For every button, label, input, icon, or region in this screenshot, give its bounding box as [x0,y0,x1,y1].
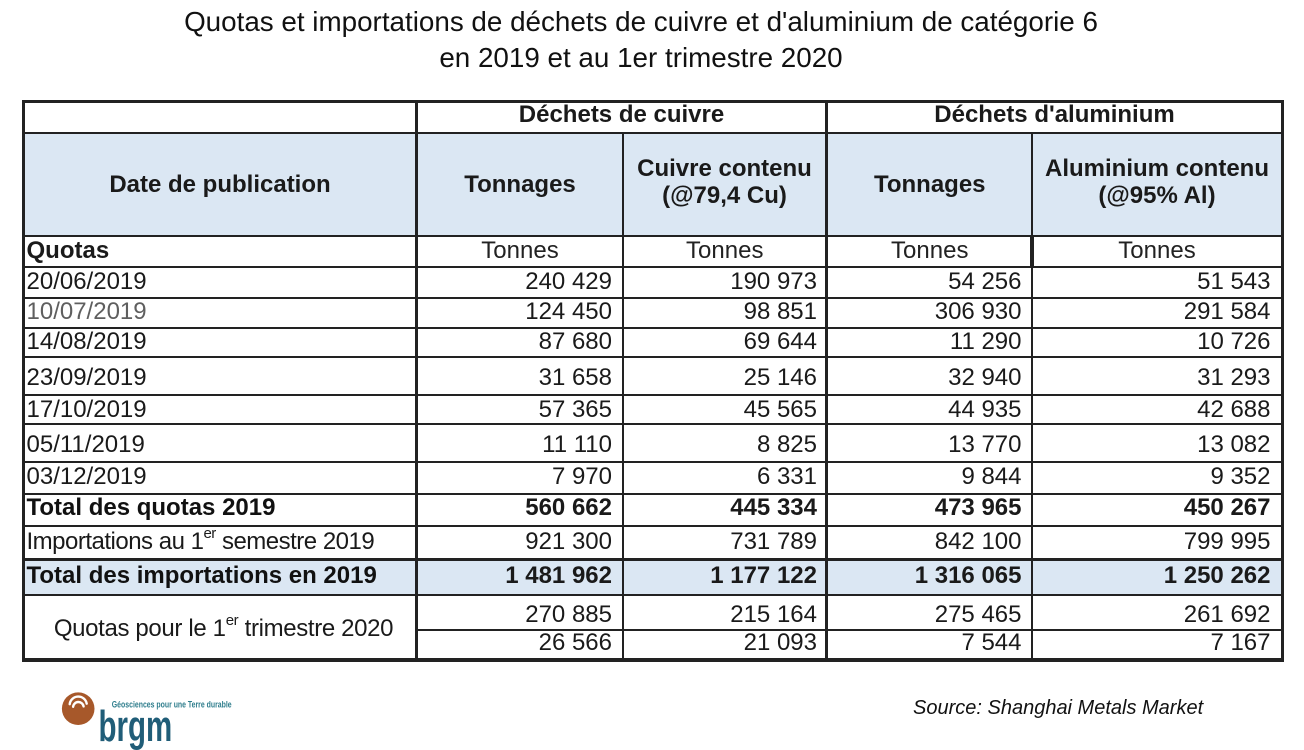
svg-text:brgm: brgm [99,701,173,750]
svg-text:Géosciences pour une Terre dur: Géosciences pour une Terre durable [112,698,232,709]
